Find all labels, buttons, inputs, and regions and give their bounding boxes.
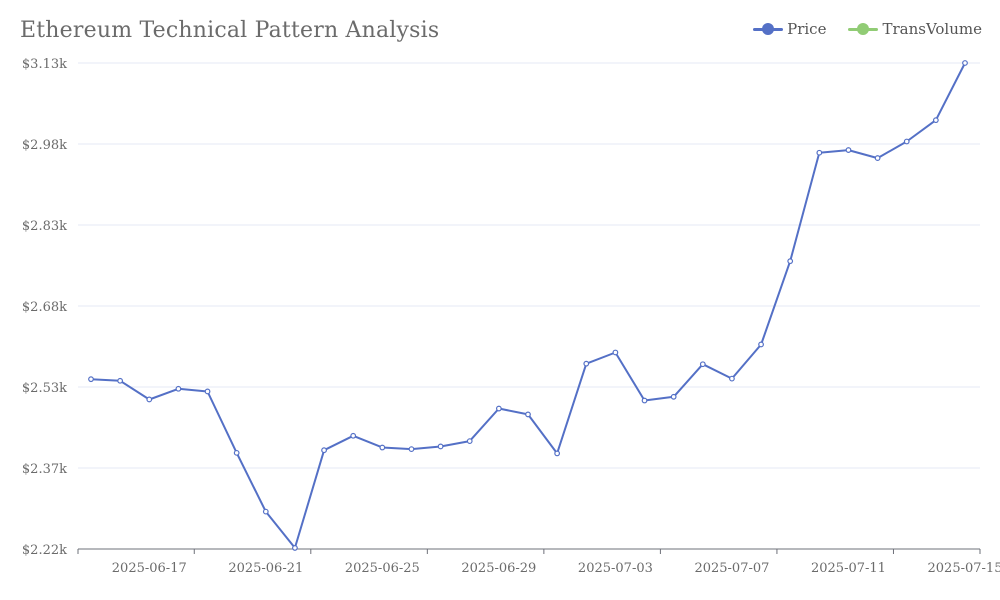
price-point <box>699 361 706 368</box>
y-tick-label: $2.53k <box>22 381 67 396</box>
price-point <box>262 508 269 515</box>
price-point <box>175 385 182 392</box>
chart-title: Ethereum Technical Pattern Analysis <box>20 18 440 43</box>
legend-label-transvolume: TransVolume <box>882 20 982 38</box>
price-point <box>903 138 910 145</box>
grid-lines <box>78 62 980 469</box>
x-tick-label: 2025-07-03 <box>578 561 653 576</box>
price-point <box>670 393 677 400</box>
legend-item-price[interactable]: Price <box>753 20 826 38</box>
x-tick-label: 2025-06-21 <box>228 561 303 576</box>
legend-label-price: Price <box>787 20 827 38</box>
price-point <box>641 397 648 404</box>
price-point <box>117 377 124 384</box>
price-point <box>583 360 590 367</box>
x-tick-label: 2025-06-29 <box>461 561 536 576</box>
x-tick-label: 2025-07-15 <box>928 561 1000 576</box>
price-point <box>437 443 444 450</box>
price-line <box>90 62 966 549</box>
price-point <box>787 258 794 265</box>
price-point <box>379 444 386 451</box>
price-point <box>874 155 881 161</box>
price-point <box>816 149 823 156</box>
price-point <box>233 449 240 456</box>
price-point <box>495 405 502 412</box>
price-point <box>932 117 939 124</box>
legend-swatch-transvolume <box>848 23 879 35</box>
legend: Price TransVolume <box>753 20 982 38</box>
price-point <box>729 375 735 382</box>
price-point <box>845 147 852 153</box>
y-tick-label: $2.37k <box>22 462 67 477</box>
price-point <box>88 376 94 383</box>
y-axis: $2.22k $2.37k $2.53k $2.68k $2.83k $2.98k $3.1… <box>22 57 67 558</box>
y-tick-label: $2.83k <box>22 219 67 234</box>
x-tick-label: 2025-06-25 <box>345 561 420 576</box>
price-point <box>321 447 327 454</box>
price-point <box>466 438 473 445</box>
price-point <box>612 349 619 356</box>
price-point <box>292 545 298 551</box>
price-point <box>350 432 357 439</box>
y-tick-label: $3.13k <box>22 57 67 72</box>
x-axis: 2025-06-17 2025-06-21 2025-06-25 2025-06-29… <box>77 548 1000 576</box>
price-point <box>554 450 561 457</box>
price-point <box>146 396 153 403</box>
price-point <box>408 446 415 453</box>
legend-item-transvolume[interactable]: TransVolume <box>848 20 982 38</box>
price-point <box>204 388 211 395</box>
price-point <box>962 60 968 66</box>
x-tick-label: 2025-07-07 <box>694 561 769 576</box>
legend-swatch-price <box>753 23 784 35</box>
series-layer <box>88 60 968 551</box>
x-tick-label: 2025-06-17 <box>112 561 187 576</box>
y-tick-label: $2.98k <box>22 138 67 153</box>
price-point <box>758 341 764 348</box>
price-point <box>525 411 531 418</box>
x-tick-label: 2025-07-11 <box>811 561 886 576</box>
y-tick-label: $2.22k <box>22 543 67 558</box>
y-tick-label: $2.68k <box>22 300 67 315</box>
